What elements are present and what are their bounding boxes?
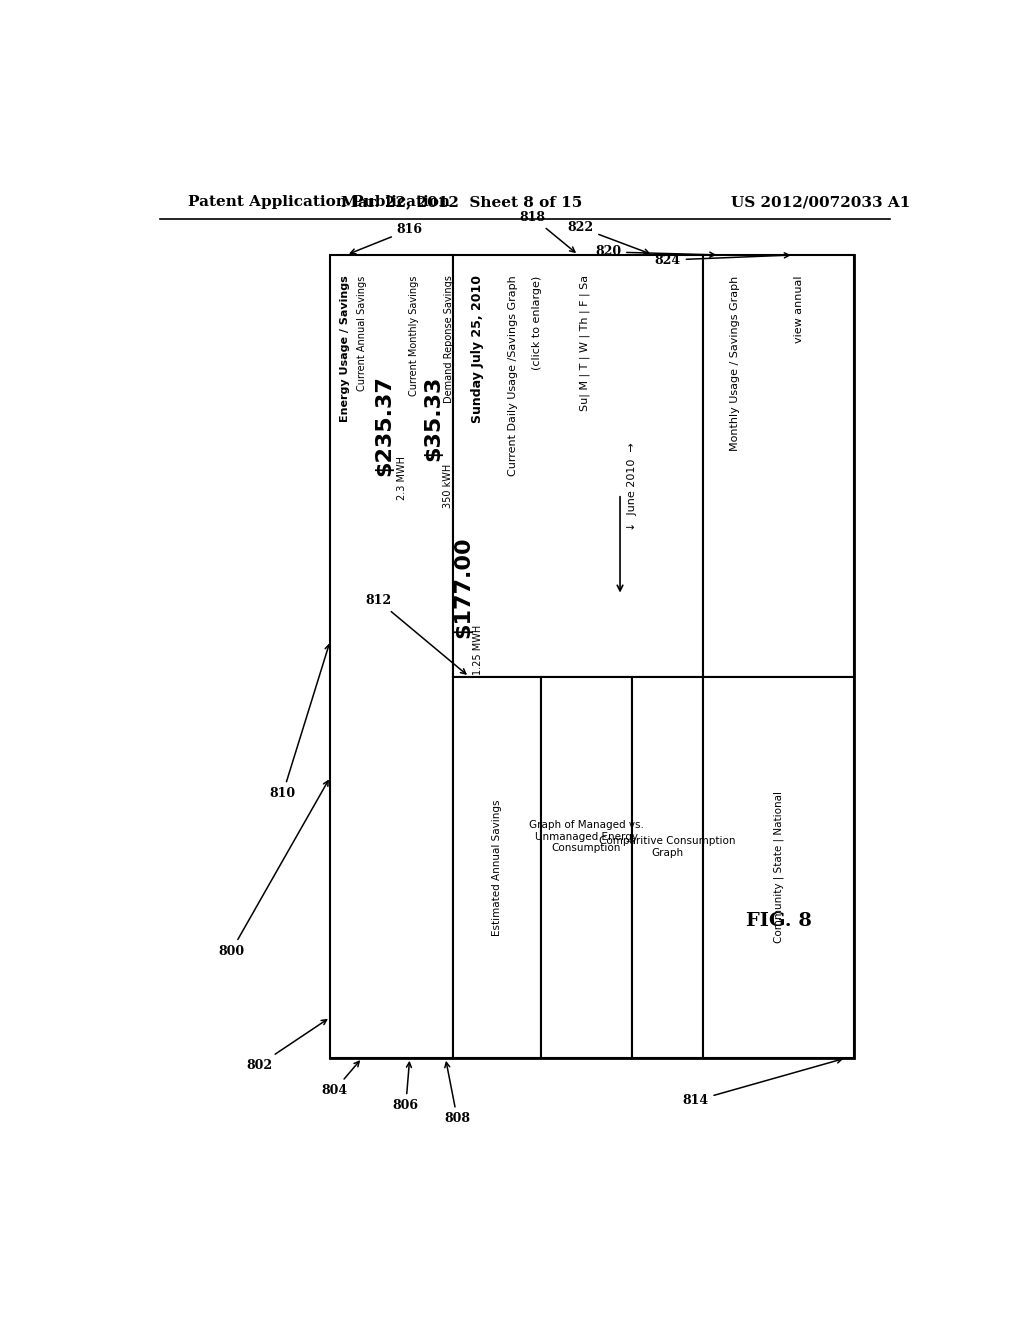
Text: Mar. 22, 2012  Sheet 8 of 15: Mar. 22, 2012 Sheet 8 of 15 [341,195,582,209]
Bar [331,255,854,1057]
Text: $235.37: $235.37 [375,375,394,477]
Text: 822: 822 [567,220,649,253]
Text: 818: 818 [520,211,574,252]
Text: 824: 824 [654,253,790,267]
Bar [703,255,854,677]
Text: Su| M | T | W | Th | F | Sa: Su| M | T | W | Th | F | Sa [579,276,590,412]
Text: view annual: view annual [794,276,804,343]
Bar [331,255,454,1057]
Text: 820: 820 [595,246,715,259]
Text: 814: 814 [682,1059,842,1107]
Text: 802: 802 [246,1020,327,1072]
Text: 1.25 MWH: 1.25 MWH [473,624,483,675]
Text: Current Daily Usage /Savings Graph: Current Daily Usage /Savings Graph [508,276,518,477]
Text: Graph of Managed vs.
Unmanaged Energy
Consumption: Graph of Managed vs. Unmanaged Energy Co… [528,820,644,854]
Text: Current Annual Savings: Current Annual Savings [357,276,368,391]
Text: $177.00: $177.00 [454,536,474,638]
Text: US 2012/0072033 A1: US 2012/0072033 A1 [731,195,910,209]
Text: Estimated Annual Savings: Estimated Annual Savings [492,799,502,936]
Text: 808: 808 [444,1063,470,1126]
Text: 2.3 MWH: 2.3 MWH [396,455,407,500]
Text: (click to enlarge): (click to enlarge) [531,276,542,370]
Text: FIG. 8: FIG. 8 [745,912,812,929]
Bar [454,677,541,1057]
Text: Comparitive Consumption
Graph: Comparitive Consumption Graph [599,836,736,858]
Text: Patent Application Publication: Patent Application Publication [187,195,450,209]
Bar [632,677,703,1057]
Text: ↓  June 2010  →: ↓ June 2010 → [627,442,637,532]
Text: Community | State | National: Community | State | National [773,791,784,944]
Text: 804: 804 [322,1061,359,1097]
Bar [541,677,632,1057]
Text: $35.33: $35.33 [424,375,443,461]
Text: 800: 800 [218,780,328,958]
Text: 350 kWH: 350 kWH [442,463,453,508]
Text: Current Monthly Savings: Current Monthly Savings [409,276,419,396]
Text: 810: 810 [269,644,330,800]
Text: 816: 816 [350,223,423,253]
Text: Monthly Usage / Savings Graph: Monthly Usage / Savings Graph [730,276,740,450]
Text: Sunday July 25, 2010: Sunday July 25, 2010 [471,276,483,424]
Text: Demand Reponse Savings: Demand Reponse Savings [444,276,455,403]
Bar [454,255,703,677]
Text: Energy Usage / Savings: Energy Usage / Savings [340,276,349,422]
Text: 812: 812 [365,594,466,675]
Text: 806: 806 [393,1063,419,1113]
Bar [703,677,854,1057]
